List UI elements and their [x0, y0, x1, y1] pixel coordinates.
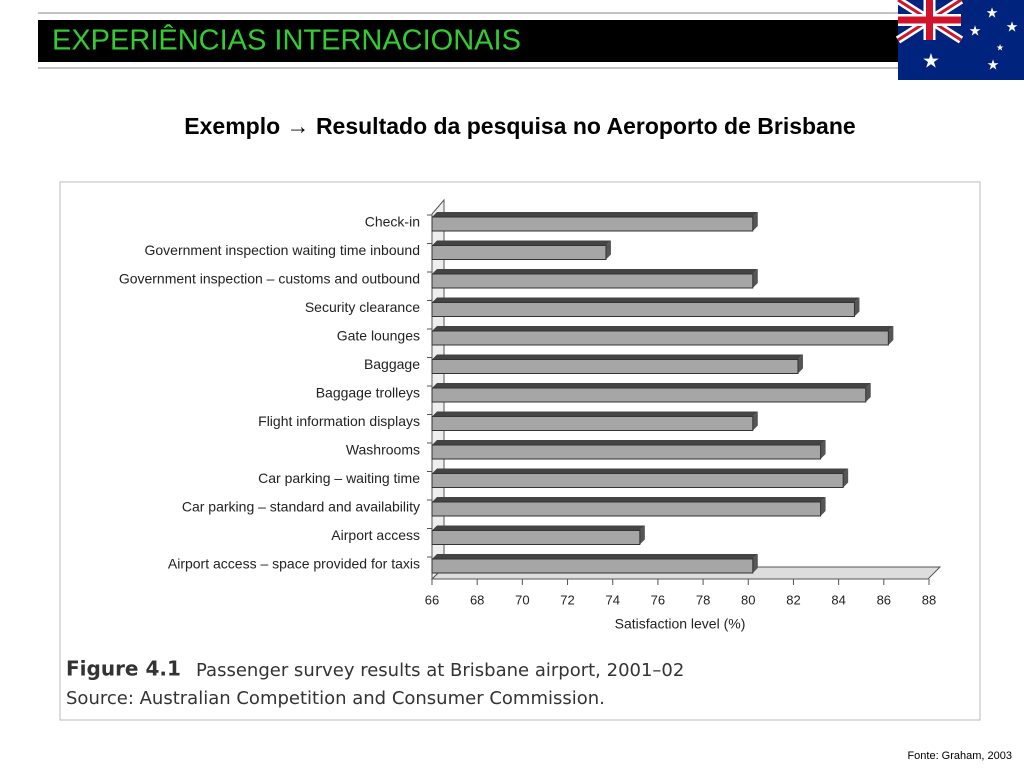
- header-bar: [38, 20, 898, 62]
- bar-top: [432, 525, 645, 531]
- bar: [431, 473, 844, 488]
- figure-source: Source: Australian Competition and Consu…: [66, 688, 605, 709]
- bar-end: [752, 212, 758, 231]
- svg-text:★: ★: [987, 57, 1000, 73]
- bar-top: [432, 212, 758, 217]
- x-tick-label: 84: [831, 592, 845, 607]
- bar-top: [432, 468, 849, 474]
- bar-top: [432, 269, 758, 274]
- y-tick-label: Flight information displays: [258, 413, 420, 429]
- figure-label: Figure 4.1: [66, 657, 181, 681]
- y-tick-label: Government inspection – customs and outb…: [119, 271, 420, 287]
- bar-end: [752, 411, 758, 431]
- subtitle: Exemplo → Resultado da pesquisa no Aerop…: [184, 113, 855, 139]
- bar: [431, 444, 822, 460]
- header-title: EXPERIÊNCIAS INTERNACIONAIS: [52, 24, 521, 57]
- bar-end: [820, 440, 826, 459]
- svg-text:★: ★: [1006, 19, 1019, 35]
- figure-caption: Passenger survey results at Brisbane air…: [196, 660, 684, 681]
- bar-top: [432, 326, 894, 331]
- y-tick-label: Car parking – waiting time: [258, 470, 420, 486]
- x-tick-label: 82: [786, 592, 800, 607]
- x-tick-label: 72: [560, 592, 574, 607]
- svg-text:★: ★: [996, 42, 1004, 52]
- bar: [431, 273, 754, 289]
- y-tick-label: Baggage: [364, 356, 420, 372]
- x-tick-label: 76: [651, 592, 665, 607]
- bar-top: [432, 297, 860, 303]
- bar-end: [797, 354, 803, 374]
- x-tick-label: 88: [922, 592, 936, 607]
- bar-top: [432, 383, 871, 388]
- bar-top: [432, 497, 826, 502]
- bar: [431, 416, 754, 431]
- bar: [431, 245, 607, 260]
- bar-top: [432, 240, 611, 246]
- flag: ★★ ★ ★ ★★: [895, 0, 1024, 80]
- y-tick-label: Government inspection waiting time inbou…: [145, 242, 421, 258]
- bar: [431, 387, 867, 403]
- bar-end: [605, 240, 611, 260]
- x-tick-label: 68: [470, 592, 484, 607]
- footer: Fonte: Graham, 2003: [907, 750, 1012, 762]
- bar-end: [752, 269, 758, 288]
- bar: [431, 216, 754, 232]
- x-tick-label: 80: [741, 592, 755, 607]
- bar-top: [432, 411, 758, 417]
- y-tick-label: Baggage trolleys: [316, 385, 420, 401]
- bar: [431, 558, 754, 574]
- svg-text:★: ★: [969, 23, 982, 39]
- x-tick-label: 78: [696, 592, 710, 607]
- bar-end: [843, 468, 849, 488]
- bar-end: [854, 297, 860, 317]
- bar: [431, 501, 822, 517]
- y-tick-label: Security clearance: [305, 299, 420, 315]
- x-axis-label: Satisfaction level (%): [615, 616, 746, 632]
- svg-text:★: ★: [922, 50, 940, 72]
- bar: [431, 302, 855, 317]
- bar-end: [639, 525, 645, 545]
- bar: [431, 330, 889, 346]
- x-tick-label: 70: [515, 592, 529, 607]
- bar-end: [820, 497, 826, 516]
- bar-end: [865, 383, 871, 402]
- x-tick-label: 66: [425, 592, 439, 607]
- x-tick-label: 74: [605, 592, 619, 607]
- bar: [431, 530, 641, 545]
- bar-top: [432, 354, 803, 360]
- bar-top: [432, 554, 758, 559]
- svg-text:★: ★: [986, 5, 999, 21]
- bar-end: [752, 554, 758, 573]
- bar: [431, 359, 799, 374]
- y-tick-label: Car parking – standard and availability: [182, 499, 420, 515]
- y-tick-label: Washrooms: [346, 442, 420, 458]
- y-tick-label: Gate lounges: [337, 328, 420, 344]
- y-tick-label: Airport access – space provided for taxi…: [168, 556, 420, 572]
- y-tick-label: Check-in: [365, 214, 420, 230]
- y-tick-label: Airport access: [331, 527, 420, 543]
- x-tick-label: 86: [877, 592, 891, 607]
- bar-end: [888, 326, 894, 345]
- bar-top: [432, 440, 826, 445]
